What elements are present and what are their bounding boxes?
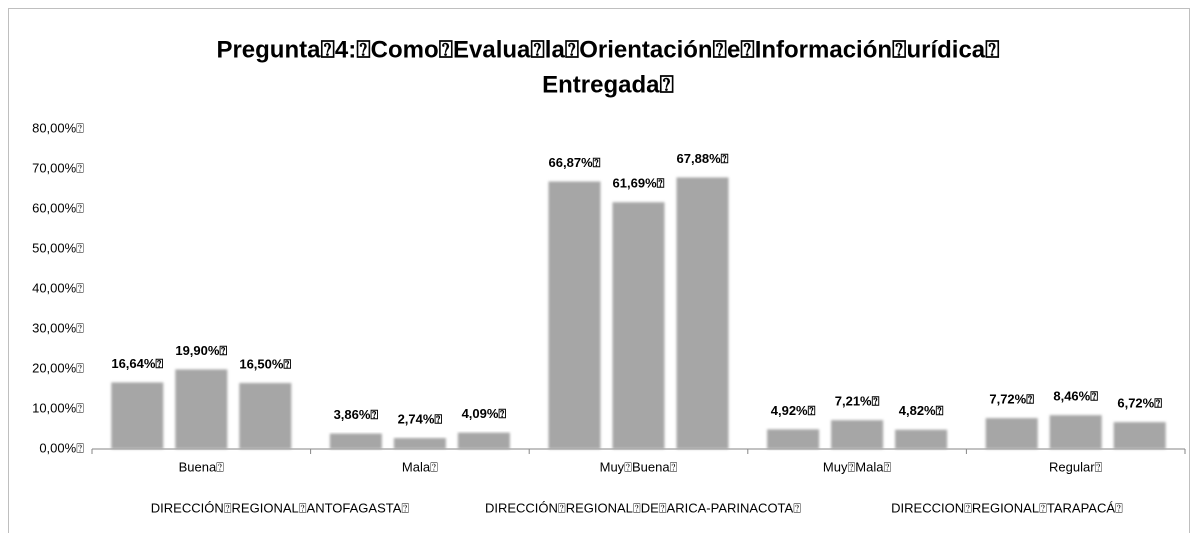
chart-title: Entregada⍰ <box>542 71 674 98</box>
bar <box>895 429 948 449</box>
value-label: 4,09%⍰ <box>462 406 507 421</box>
legend-label: DIRECCION⍰REGIONAL⍰TARAPACÁ⍰ <box>891 500 1123 515</box>
value-label: 7,21%⍰ <box>835 394 880 409</box>
value-label: 7,72%⍰ <box>989 392 1034 407</box>
value-label: 4,82%⍰ <box>899 403 944 418</box>
y-tick-label: 40,00%⍰ <box>32 280 84 295</box>
legend-label: DIRECCIÓN⍰REGIONAL⍰ANTOFAGASTA⍰ <box>151 500 410 515</box>
value-label: 3,86%⍰ <box>334 407 379 422</box>
y-tick-label: 80,00%⍰ <box>32 120 84 135</box>
bar <box>767 429 820 449</box>
y-tick-label: 50,00%⍰ <box>32 240 84 255</box>
value-label: 2,74%⍰ <box>398 411 443 426</box>
y-tick-label: 60,00%⍰ <box>32 200 84 215</box>
bar <box>239 383 292 449</box>
y-tick-label: 30,00%⍰ <box>32 320 84 335</box>
value-label: 61,69%⍰ <box>613 176 665 191</box>
bar <box>1049 415 1102 449</box>
x-tick-label: Buena⍰ <box>179 459 225 474</box>
chart-title: Pregunta⍰4:⍰Como⍰Evalua⍰la⍰Orientación⍰e… <box>216 36 999 63</box>
x-tick-label: Regular⍰ <box>1049 459 1103 474</box>
x-tick-label: Mala⍰ <box>402 459 438 474</box>
bar <box>175 369 228 449</box>
value-label: 66,87%⍰ <box>549 155 601 170</box>
bar <box>457 432 510 449</box>
bar <box>329 433 382 449</box>
y-tick-label: 10,00%⍰ <box>32 400 84 415</box>
bar <box>676 177 729 450</box>
x-tick-label: Muy⍰Buena⍰ <box>600 459 678 474</box>
bar <box>1113 422 1166 449</box>
value-label: 16,64%⍰ <box>111 356 163 371</box>
y-tick-label: 20,00%⍰ <box>32 360 84 375</box>
value-label: 67,88%⍰ <box>677 151 729 166</box>
y-tick-label: 0,00%⍰ <box>39 440 84 455</box>
bar <box>612 202 665 449</box>
value-label: 6,72%⍰ <box>1117 396 1162 411</box>
bar <box>548 181 601 449</box>
bar <box>111 382 164 449</box>
bar <box>985 418 1038 449</box>
y-tick-label: 70,00%⍰ <box>32 160 84 175</box>
value-label: 16,50%⍰ <box>239 356 291 371</box>
bar <box>393 438 446 449</box>
value-label: 4,92%⍰ <box>771 403 816 418</box>
value-label: 8,46%⍰ <box>1053 389 1098 404</box>
value-label: 19,90%⍰ <box>175 343 227 358</box>
bar <box>831 420 884 449</box>
x-tick-label: Muy⍰Mala⍰ <box>823 459 892 474</box>
legend-label: DIRECCIÓN⍰REGIONAL⍰DE⍰ARICA-PARINACOTA⍰ <box>485 500 801 515</box>
